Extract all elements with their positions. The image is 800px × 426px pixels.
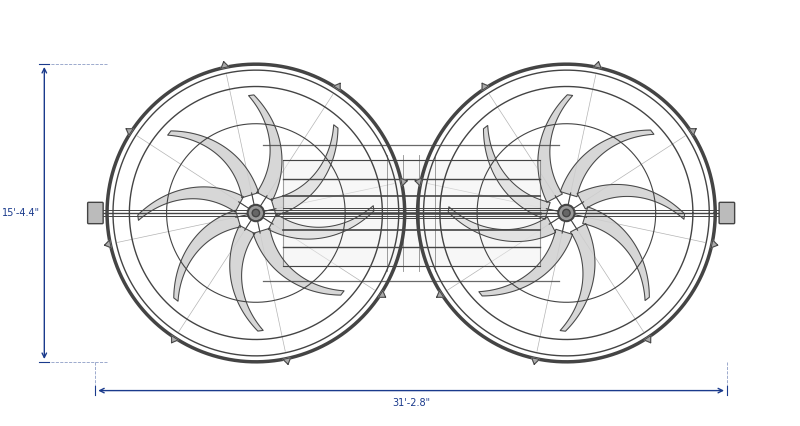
Polygon shape [415,178,422,186]
Text: 31'-2.8": 31'-2.8" [392,398,430,409]
Polygon shape [689,129,696,135]
FancyBboxPatch shape [719,202,734,224]
Bar [282,160,540,266]
Polygon shape [249,95,282,201]
Polygon shape [230,225,263,331]
Polygon shape [138,187,243,220]
Polygon shape [221,62,229,68]
FancyBboxPatch shape [88,202,103,224]
Circle shape [562,209,570,217]
Polygon shape [253,228,344,295]
Polygon shape [644,336,650,343]
Polygon shape [268,206,374,239]
Polygon shape [401,178,407,186]
Circle shape [248,205,264,221]
Circle shape [558,205,574,221]
Polygon shape [560,224,595,331]
Text: 15'-4.4": 15'-4.4" [2,208,41,218]
Polygon shape [105,240,111,248]
Polygon shape [334,83,340,90]
Polygon shape [174,210,241,301]
Polygon shape [168,131,258,198]
Polygon shape [283,358,290,364]
Polygon shape [126,129,133,135]
Polygon shape [532,358,539,364]
Polygon shape [594,62,601,68]
Polygon shape [538,95,573,202]
Polygon shape [171,336,178,343]
Polygon shape [483,126,550,219]
Polygon shape [560,130,654,197]
Polygon shape [582,207,650,300]
Polygon shape [271,125,338,216]
Circle shape [252,209,259,217]
Polygon shape [578,184,685,219]
Polygon shape [448,207,555,242]
Polygon shape [482,83,489,90]
Polygon shape [711,240,718,248]
Polygon shape [378,291,386,297]
Polygon shape [437,291,444,297]
Polygon shape [479,229,573,296]
